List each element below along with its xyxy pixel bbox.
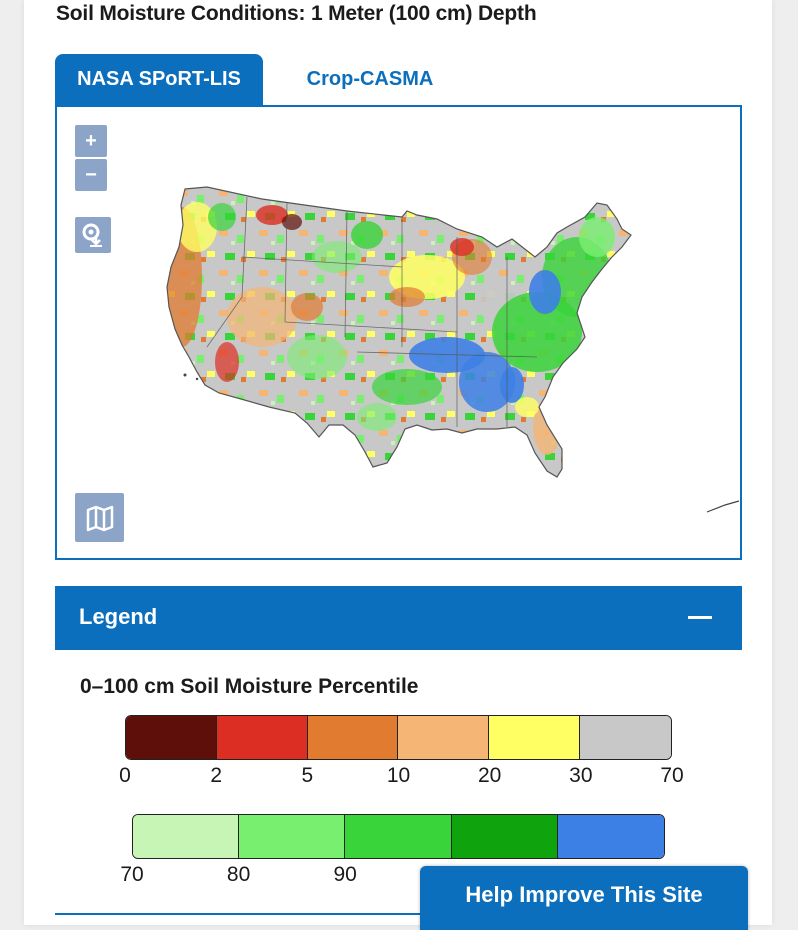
legend-title: Legend: [79, 604, 158, 629]
colorbar-tick-label: 80: [226, 863, 251, 886]
us-soil-moisture-map-image: [166, 186, 740, 513]
colorbar-tick-label: 90: [333, 863, 357, 886]
zoom-in-button[interactable]: +: [75, 125, 107, 157]
colorbar-tick-label: 10: [386, 764, 411, 787]
colorbar-swatch: [216, 716, 308, 759]
colorbar-swatch: [239, 815, 346, 858]
help-improve-button[interactable]: Help Improve This Site: [420, 866, 748, 930]
tab-crop-casma[interactable]: Crop-CASMA: [306, 68, 434, 90]
colorbar-tick-label: 30: [569, 764, 593, 787]
colorbar-swatch: [580, 716, 671, 759]
colorbar-swatch: [126, 716, 217, 759]
colorbar-tick-label: 5: [301, 764, 314, 787]
colorbar-swatch: [489, 716, 581, 759]
colorbar-swatch: [557, 815, 664, 858]
zoom-out-button[interactable]: −: [75, 159, 107, 191]
basemap-button[interactable]: [75, 493, 124, 542]
colorbar-tick-label: 2: [210, 764, 222, 787]
wet-colorbar: [132, 814, 665, 859]
page-title: Soil Moisture Conditions: 1 Meter (100 c…: [56, 2, 537, 25]
tab-nasa-sport-lis[interactable]: NASA SPoRT-LIS: [55, 54, 263, 105]
colorbar-swatch: [398, 716, 490, 759]
soil-moisture-map[interactable]: + −: [55, 105, 742, 560]
colorbar-swatch: [133, 815, 240, 858]
basemap-icon: [86, 505, 113, 531]
legend-header[interactable]: Legend: [55, 586, 742, 650]
zoom-in-icon: +: [85, 129, 97, 152]
colorbar-tick-label: 70: [120, 863, 144, 886]
legend-heading: 0–100 cm Soil Moisture Percentile: [80, 675, 419, 698]
colorbar-tick-label: 20: [477, 764, 502, 787]
colorbar-tick-label: 70: [660, 764, 684, 787]
colorbar-swatch: [345, 815, 452, 858]
download-icon: [82, 223, 102, 247]
dry-colorbar: [125, 715, 672, 760]
colorbar-swatch: [307, 716, 399, 759]
zoom-out-icon: −: [85, 163, 97, 186]
collapse-icon[interactable]: [688, 616, 712, 619]
download-button[interactable]: [75, 217, 111, 253]
colorbar-swatch: [451, 815, 558, 858]
colorbar-tick-label: 0: [119, 764, 131, 787]
section-divider: [55, 913, 435, 915]
